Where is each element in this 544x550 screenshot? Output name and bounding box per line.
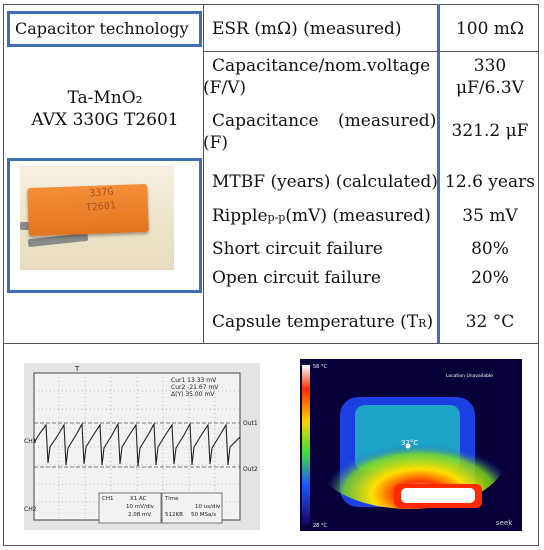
capacitor-type: Ta-MnO₂	[67, 88, 143, 108]
row-capacitance-meas-label-2: (F)	[203, 133, 229, 153]
row-ripple-label: Ripplep-p(mV) (measured)	[212, 206, 431, 228]
header-highlight-box	[7, 11, 202, 47]
row-ripple-label-b: (mV) (measured)	[285, 206, 431, 226]
osc-info-rate: 50 MSa/s	[191, 512, 216, 518]
thermal-header-text: Location Unavailable	[446, 373, 493, 379]
row-capsule-temp-label: Capsule temperature (TR)	[212, 312, 433, 334]
chip-marking-2: T2601	[85, 200, 117, 214]
oscilloscope-capture: T CH1 CH2 Out1 Out2 Cur1 13.33 mV Cur2 -…	[24, 363, 260, 530]
thermal-spot-label: 32°C	[401, 439, 418, 447]
row-mtbf-label: MTBF (years) (calculated)	[212, 172, 438, 192]
row-capacitance-meas-label-a: Capacitance	[212, 111, 319, 131]
thermal-bottom-scale: 28 °C	[313, 523, 327, 529]
osc-info-time: 10 us/div	[195, 504, 221, 510]
osc-cursor1: Cur1 13.33 mV	[171, 377, 217, 384]
grid-row-divider-1	[203, 51, 539, 52]
osc-ch1-label: CH1	[24, 438, 37, 445]
osc-info-ch: CH1	[102, 496, 113, 502]
grid-col-divider-2	[437, 4, 440, 344]
row-open-circuit-value: 20%	[471, 268, 509, 288]
row-capsule-temp-label-a: Capsule temperature (T	[212, 312, 419, 332]
osc-info-mem: 512KB	[165, 512, 183, 518]
row-open-circuit-label: Open circuit failure	[212, 268, 381, 288]
osc-cursor2: Cur2 -21.67 mV	[171, 384, 219, 391]
table-bottom-divider	[3, 343, 539, 344]
row-capacitance-nom-value-2: μF/6.3V	[456, 78, 524, 98]
row-short-circuit-label: Short circuit failure	[212, 239, 383, 259]
row-ripple-label-a: Ripple	[212, 206, 268, 226]
figure-frame	[3, 4, 539, 546]
capacitor-chip: 337G T2601	[27, 183, 149, 237]
capacitor-model: AVX 330G T2601	[31, 110, 179, 130]
photo-highlight-box	[7, 158, 202, 293]
row-mtbf-value: 12.6 years	[445, 172, 535, 192]
row-capacitance-meas-value: 321.2 μF	[451, 121, 529, 141]
osc-info-scale: 10 mV/div	[126, 504, 155, 510]
capacitor-photo: 337G T2601	[20, 166, 174, 270]
header-capacitor-technology: Capacitor technology	[15, 19, 189, 38]
osc-trigger-label: T	[74, 365, 80, 373]
osc-info-coupling: X1 AC	[130, 496, 147, 502]
row-capsule-temp-label-b: )	[426, 312, 434, 332]
row-esr-label: ESR (mΩ) (measured)	[212, 19, 402, 39]
thermal-image: 56 °C 28 °C 32°C Location Unavailable se…	[300, 359, 522, 531]
chip-marking-1: 337G	[88, 186, 114, 200]
osc-ch2-label: CH2	[24, 506, 37, 513]
thermal-top-scale: 56 °C	[313, 364, 327, 370]
grid-col-divider-1	[203, 4, 204, 344]
row-ripple-value: 35 mV	[462, 206, 518, 226]
osc-info-val: 2.08 mV	[128, 512, 151, 518]
row-esr-value: 100 mΩ	[455, 19, 525, 39]
row-capacitance-nom-value-1: 330	[473, 56, 507, 76]
row-short-circuit-value: 80%	[471, 239, 509, 259]
row-capacitance-nom-label-2: (F/V)	[203, 78, 247, 98]
row-capacitance-meas-label-b: (measured)	[338, 111, 437, 131]
osc-out1-label: Out1	[243, 420, 258, 427]
row-capsule-temp-label-sub: R	[418, 317, 427, 330]
osc-out2-label: Out2	[243, 466, 258, 473]
osc-delta: Δ(Y) 35.00 mV	[171, 391, 215, 398]
row-ripple-label-sub: p-p	[267, 211, 286, 224]
ripple-waveform	[33, 422, 241, 467]
osc-info-time-label: Time	[164, 496, 179, 502]
row-capacitance-nom-label-1: Capacitance/nom.voltage	[212, 56, 431, 76]
row-capsule-temp-value: 32 °C	[465, 312, 515, 332]
thermal-brand: seek	[496, 519, 513, 527]
